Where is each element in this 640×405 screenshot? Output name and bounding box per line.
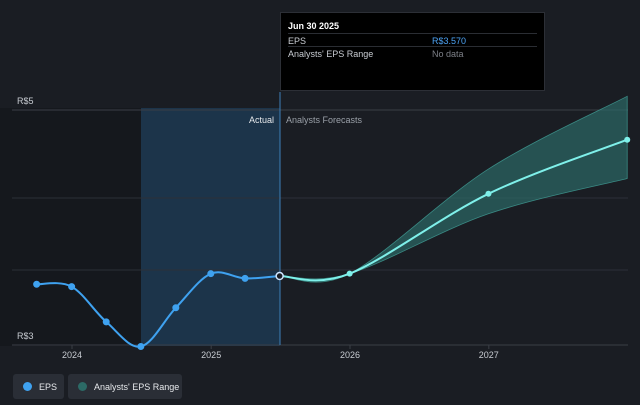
legend-range-label: Analysts' EPS Range (94, 382, 180, 392)
tooltip-range-value: No data (432, 49, 464, 59)
legend-item-eps[interactable]: EPS (13, 374, 64, 399)
eps-point[interactable] (68, 283, 76, 291)
tooltip: Jun 30 2025 EPS R$3.570 Analysts' EPS Ra… (280, 12, 545, 91)
tooltip-eps-label: EPS (288, 36, 307, 46)
legend-item-range[interactable]: Analysts' EPS Range (68, 374, 182, 399)
x-tick-label-2027: 2027 (479, 350, 499, 360)
forecast-point[interactable] (485, 190, 492, 197)
eps-dot-icon (23, 382, 32, 391)
y-tick-label-top: R$5 (17, 96, 34, 106)
x-tick-label-2024: 2024 (62, 350, 82, 360)
eps-point[interactable] (102, 318, 110, 326)
range-dot-icon (78, 382, 87, 391)
eps-point[interactable] (33, 280, 41, 288)
section-label-forecast: Analysts Forecasts (286, 115, 363, 125)
legend-eps-label: EPS (39, 382, 58, 392)
tooltip-eps-value: R$3.570 (432, 36, 467, 46)
eps-point[interactable] (172, 304, 180, 312)
eps-point[interactable] (137, 343, 145, 351)
tooltip-row-eps: EPS R$3.570 (288, 33, 537, 47)
forecast-point[interactable] (346, 270, 353, 277)
tooltip-date: Jun 30 2025 (288, 21, 340, 31)
analysts-eps-range-band (279, 95, 628, 283)
section-label-actual: Actual (249, 115, 274, 125)
eps-point[interactable] (207, 270, 215, 278)
x-tick-label-2025: 2025 (201, 350, 221, 360)
highlight-region (141, 108, 280, 346)
eps-point-selected[interactable] (275, 271, 284, 281)
forecast-line (279, 138, 628, 282)
tooltip-range-label: Analysts' EPS Range (288, 49, 374, 59)
eps-point[interactable] (241, 274, 249, 282)
x-tick-label-2026: 2026 (340, 350, 360, 360)
y-tick-label-bottom: R$3 (17, 331, 34, 341)
tooltip-row-range: Analysts' EPS Range No data (288, 46, 537, 60)
forecast-point[interactable] (624, 136, 631, 143)
